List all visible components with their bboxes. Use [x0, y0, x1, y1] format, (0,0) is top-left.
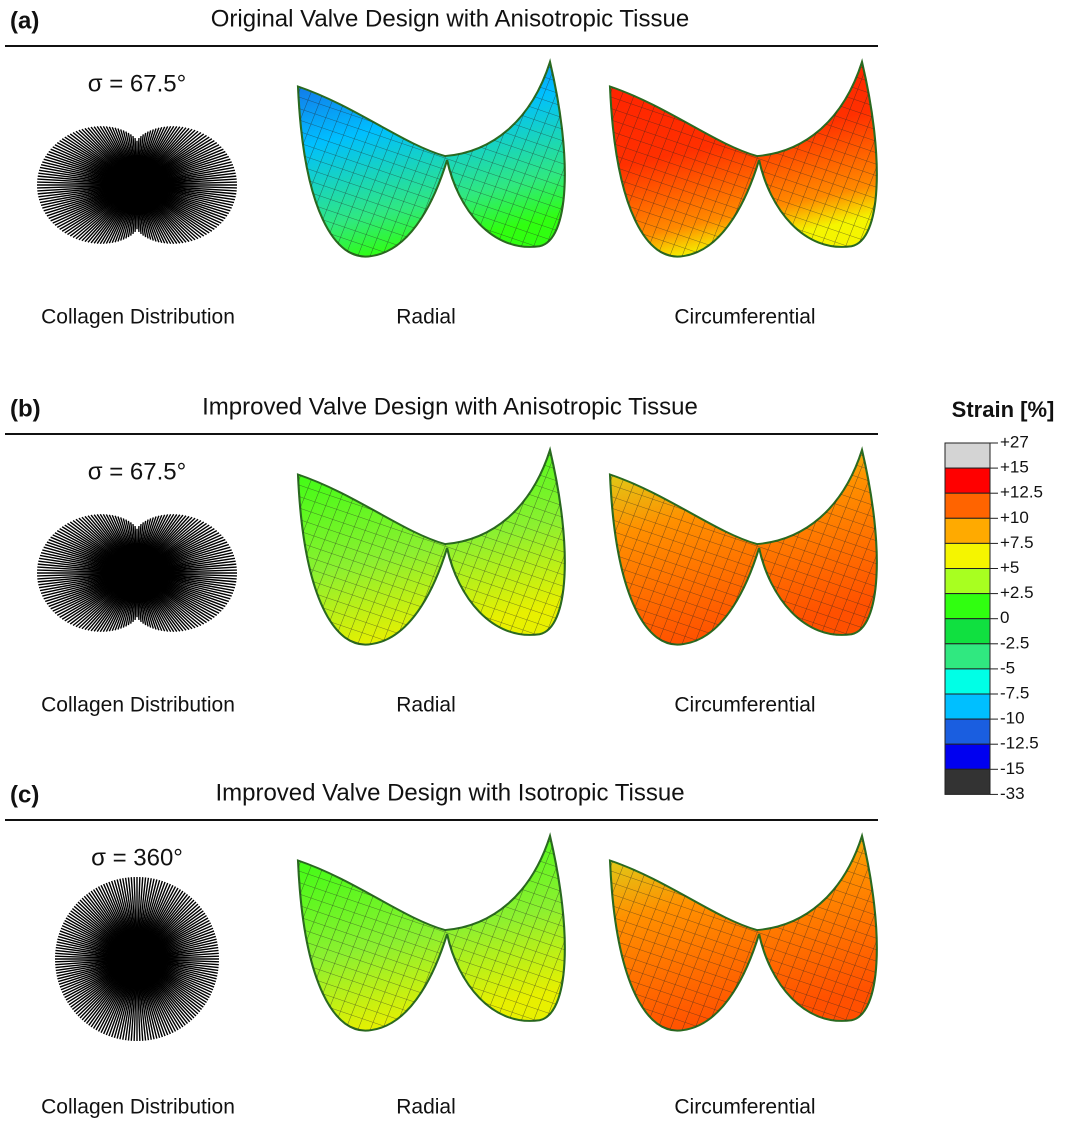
- sigma: σ = 360°: [91, 844, 183, 871]
- legend-swatch: [945, 443, 990, 468]
- panel-title: Improved Valve Design with Anisotropic T…: [202, 393, 698, 420]
- valve-mesh: [298, 450, 565, 645]
- legend-label: -2.5: [1000, 633, 1029, 652]
- legend-swatch: [945, 468, 990, 493]
- valve-mesh: [610, 62, 877, 257]
- collagen-glyph: [37, 514, 237, 631]
- valve-mesh: [610, 450, 877, 645]
- legend-label: +27: [1000, 432, 1029, 451]
- valve-render: [610, 836, 877, 1031]
- legend-label: -7.5: [1000, 683, 1029, 702]
- legend-swatch: [945, 669, 990, 694]
- legend-swatch: [945, 518, 990, 543]
- valve-render: [298, 836, 565, 1031]
- legend-swatch: [945, 543, 990, 568]
- legend-swatch: [945, 644, 990, 669]
- legend-title: Strain [%]: [952, 397, 1055, 422]
- legend-label: 0: [1000, 608, 1009, 627]
- caption: Circumferential: [674, 306, 815, 329]
- valve-mesh: [298, 62, 565, 257]
- caption: Radial: [396, 306, 456, 329]
- legend-label: +10: [1000, 508, 1029, 527]
- valve-render: [610, 62, 877, 257]
- legend-label: -10: [1000, 709, 1025, 728]
- legend-label: -33: [1000, 784, 1025, 803]
- caption: Collagen Distribution: [41, 694, 235, 717]
- legend-label: +2.5: [1000, 583, 1034, 602]
- caption: Radial: [396, 1096, 456, 1119]
- valve-mesh: [610, 836, 877, 1031]
- caption: Collagen Distribution: [41, 1096, 235, 1119]
- caption: Circumferential: [674, 694, 815, 717]
- legend-label: +12.5: [1000, 483, 1043, 502]
- collagen-glyph: [55, 877, 219, 1041]
- valve-render: [610, 450, 877, 645]
- legend-swatch: [945, 744, 990, 769]
- fibre-core: [107, 155, 167, 215]
- caption: Radial: [396, 694, 456, 717]
- legend-swatch: [945, 569, 990, 594]
- panel-title: Original Valve Design with Anisotropic T…: [211, 5, 689, 32]
- fibre-core: [107, 543, 167, 603]
- sigma: σ = 67.5°: [88, 458, 186, 485]
- valve-mesh: [298, 836, 565, 1031]
- legend-swatch: [945, 694, 990, 719]
- legend-label: +7.5: [1000, 533, 1034, 552]
- legend-swatch: [945, 769, 990, 794]
- legend-label: -12.5: [1000, 734, 1039, 753]
- sigma: σ = 67.5°: [88, 70, 186, 97]
- panel-label: (a): [10, 7, 39, 34]
- caption: Circumferential: [674, 1096, 815, 1119]
- legend-label: +15: [1000, 458, 1029, 477]
- fibre-core: [107, 929, 167, 989]
- legend-label: -15: [1000, 759, 1025, 778]
- legend-label: -5: [1000, 658, 1015, 677]
- legend-swatch: [945, 619, 990, 644]
- legend-swatch: [945, 594, 990, 619]
- legend-swatch: [945, 493, 990, 518]
- valve-render: [298, 62, 565, 257]
- caption: Collagen Distribution: [41, 306, 235, 329]
- collagen-glyph: [37, 126, 237, 243]
- panel-title: Improved Valve Design with Isotropic Tis…: [215, 779, 684, 806]
- valve-render: [298, 450, 565, 645]
- legend-swatch: [945, 719, 990, 744]
- legend-label: +5: [1000, 558, 1019, 577]
- figure: (a) Original Valve Design with Anisotropi…: [0, 0, 1065, 1121]
- panel-label: (c): [10, 781, 39, 808]
- panel-label: (b): [10, 395, 41, 422]
